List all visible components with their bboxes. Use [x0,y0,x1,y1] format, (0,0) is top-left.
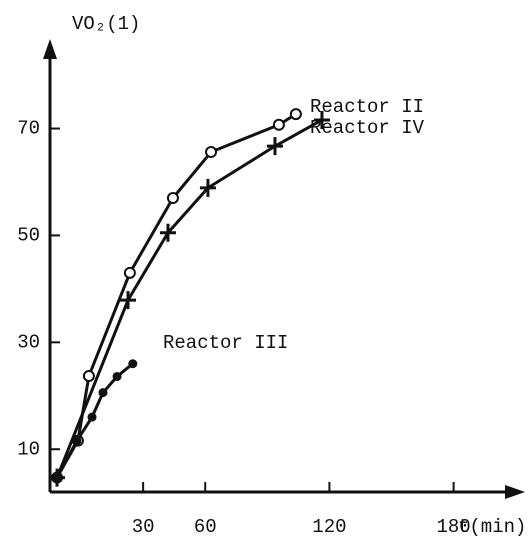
x-tick-label: 60 [194,516,217,538]
series-line [55,112,297,479]
x-tick-label: 180 [436,516,470,538]
series-label: Reactor II [310,96,424,118]
point [128,359,138,369]
series-label: Reactor IV [310,117,425,139]
point [72,436,82,446]
point [120,291,137,310]
x-tick-label: 120 [312,516,346,538]
point [123,266,136,279]
point [112,372,122,382]
point [52,473,62,483]
point [272,118,285,131]
point [166,192,179,205]
x-tick-label: 30 [132,516,155,538]
point [289,108,302,121]
y-axis-label: VO₂(1) [72,13,140,35]
y-axis-arrow [43,39,57,59]
point [199,178,216,197]
point [98,388,108,398]
point [87,412,97,422]
point [313,110,330,129]
y-tick-label: 10 [17,438,40,460]
point [205,146,218,159]
series-line [55,118,323,479]
point [159,223,176,242]
point [82,370,95,383]
x-axis-arrow [505,485,525,499]
y-tick-label: 70 [17,118,40,140]
series-label: Reactor III [163,332,288,354]
y-tick-label: 30 [17,331,40,353]
y-tick-label: 50 [17,224,40,246]
point [266,137,283,156]
x-axis-label: t(min) [458,516,526,538]
